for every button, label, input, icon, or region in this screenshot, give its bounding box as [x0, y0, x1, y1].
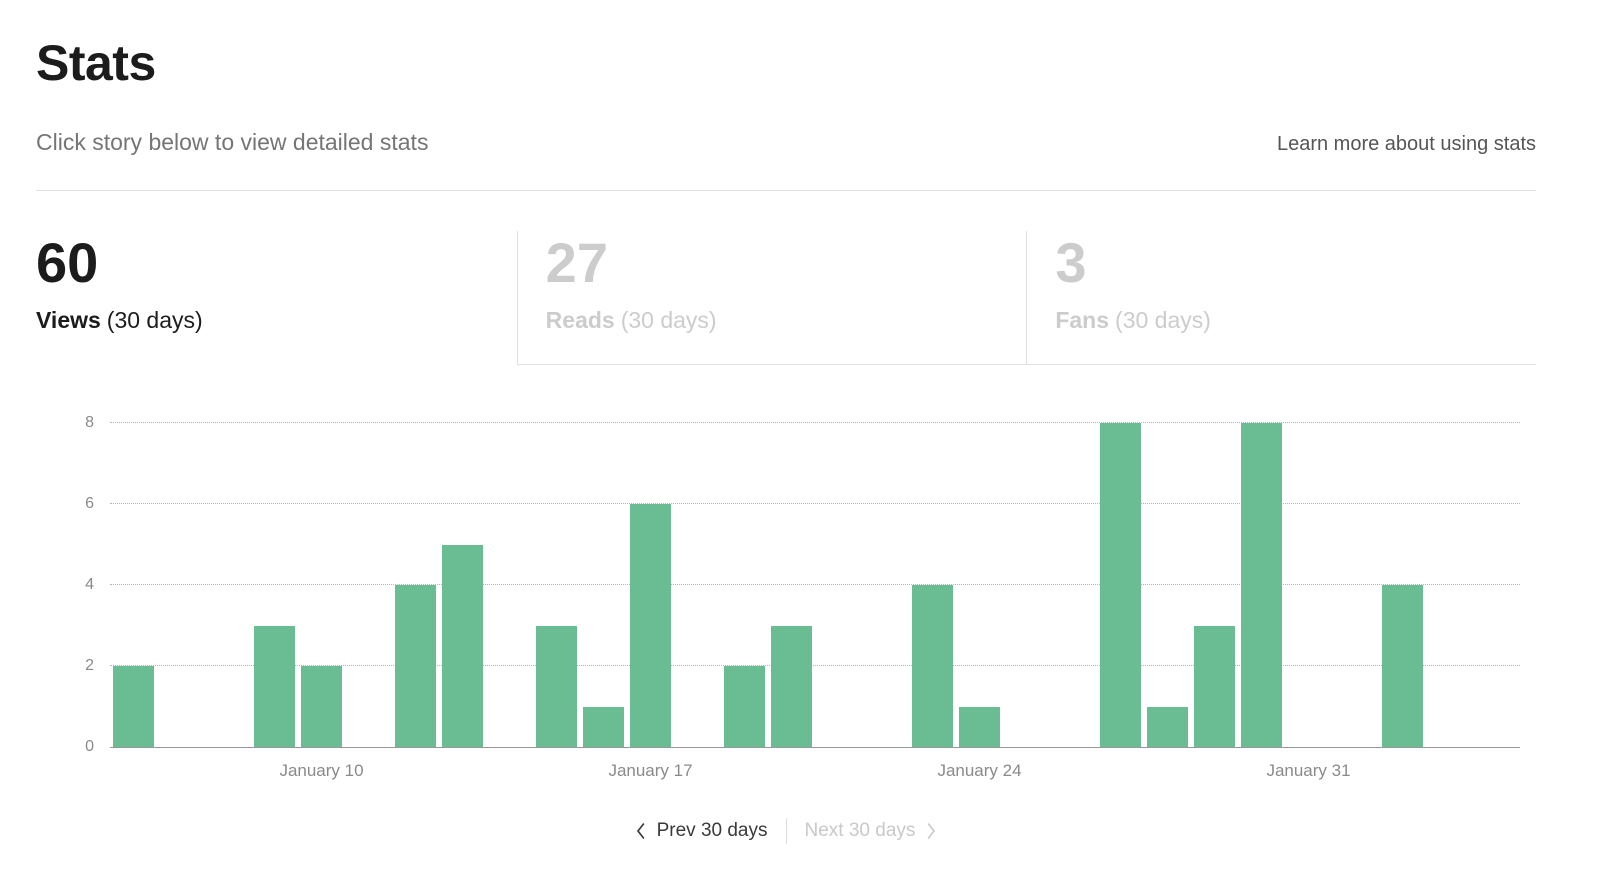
subheader: Click story below to view detailed stats… — [36, 129, 1536, 156]
x-axis-tick-label: January 10 — [279, 761, 364, 780]
bar-slot — [1473, 423, 1520, 747]
bar-slot — [204, 423, 251, 747]
tab-suffix: (30 days) — [106, 307, 203, 333]
bar-slot — [1097, 423, 1144, 747]
bar[interactable] — [1099, 423, 1142, 747]
bar-slot — [580, 423, 627, 747]
bar-slot — [956, 423, 1003, 747]
chevron-right-icon — [925, 821, 938, 841]
bar[interactable] — [1193, 625, 1236, 747]
bar[interactable] — [582, 706, 625, 747]
learn-more-link[interactable]: Learn more about using stats — [1276, 133, 1536, 155]
y-axis-tick-label: 0 — [85, 738, 94, 755]
bar[interactable] — [723, 666, 766, 747]
pagination-divider — [785, 818, 787, 844]
gridline — [110, 503, 1520, 504]
bar-slot — [533, 423, 580, 747]
bar-slot — [392, 423, 439, 747]
bar[interactable] — [535, 625, 578, 747]
reads-count: 27 — [545, 231, 608, 294]
chart-bars — [110, 423, 1520, 747]
gridline — [110, 665, 1520, 666]
gridline — [110, 584, 1520, 585]
bar-slot — [862, 423, 909, 747]
prev-30-days-button[interactable]: Prev 30 days — [634, 820, 768, 842]
bar[interactable] — [629, 504, 672, 747]
stats-tabs: 60 Views (30 days) 27 Reads (30 days) 3 Fa… — [36, 231, 1537, 365]
bar-slot — [768, 423, 815, 747]
tab-reads[interactable]: 27 Reads (30 days) — [516, 231, 1027, 365]
pagination: Prev 30 days Next 30 days — [36, 818, 1536, 844]
bar-slot — [627, 423, 674, 747]
next-30-days-button[interactable]: Next 30 days — [805, 820, 939, 842]
tab-suffix: (30 days) — [1115, 307, 1211, 333]
bar-slot — [909, 423, 956, 747]
header-divider — [36, 190, 1536, 191]
bar[interactable] — [1381, 585, 1424, 747]
bar-slot — [298, 423, 345, 747]
bar-slot — [110, 423, 157, 747]
gridline — [110, 422, 1520, 423]
bar-slot — [1050, 423, 1097, 747]
x-axis-tick-label: January 17 — [608, 761, 693, 780]
bar[interactable] — [770, 625, 813, 747]
tab-suffix: (30 days) — [620, 307, 717, 333]
bar-slot — [721, 423, 768, 747]
tab-fans[interactable]: 3 Fans (30 days) — [1026, 231, 1537, 365]
bar-slot — [345, 423, 392, 747]
tab-name: Fans — [1055, 307, 1110, 333]
bar-slot — [1003, 423, 1050, 747]
y-axis-tick-label: 4 — [85, 576, 94, 593]
bar[interactable] — [441, 544, 484, 747]
bar-slot — [674, 423, 721, 747]
bar[interactable] — [1146, 706, 1189, 747]
fans-count: 3 — [1055, 231, 1087, 294]
bar-slot — [251, 423, 298, 747]
bar[interactable] — [253, 625, 296, 747]
stats-page: Stats Click story below to view detailed… — [36, 35, 1537, 844]
bar-slot — [815, 423, 862, 747]
reads-label: Reads (30 days) — [546, 307, 1027, 334]
tab-name: Reads — [545, 307, 615, 333]
page-title: Stats — [36, 35, 156, 91]
bar-slot — [1332, 423, 1379, 747]
bar-slot — [1144, 423, 1191, 747]
views-bar-chart: 0 2 4 6 8 January 10 January 17 January 24 Janu… — [85, 414, 1520, 780]
fans-label: Fans (30 days) — [1055, 307, 1536, 334]
chart-grid — [110, 422, 1520, 747]
bar[interactable] — [300, 666, 343, 747]
bar-slot — [1426, 423, 1473, 747]
x-axis-tick-label: January 24 — [937, 761, 1022, 780]
bar-slot — [1379, 423, 1426, 747]
chevron-left-icon — [634, 821, 647, 841]
bar[interactable] — [911, 585, 954, 747]
bar-slot — [439, 423, 486, 747]
bar[interactable] — [394, 585, 437, 747]
views-count: 60 — [36, 231, 99, 294]
tab-name: Views — [36, 307, 101, 333]
bar-slot — [157, 423, 204, 747]
page-subtitle: Click story below to view detailed stats — [36, 129, 429, 155]
y-axis-tick-label: 8 — [85, 414, 94, 431]
bar[interactable] — [112, 666, 155, 747]
bar-slot — [1191, 423, 1238, 747]
views-label: Views (30 days) — [36, 307, 517, 334]
y-axis-tick-label: 2 — [85, 657, 94, 674]
bar-slot — [486, 423, 533, 747]
chart-plot: 0 2 4 6 8 January 10 January 17 January 24 Janu… — [85, 414, 1520, 780]
bar-slot — [1285, 423, 1332, 747]
next-label: Next 30 days — [804, 820, 916, 841]
bar[interactable] — [1240, 423, 1283, 747]
bar[interactable] — [958, 706, 1001, 747]
tab-views[interactable]: 60 Views (30 days) — [36, 231, 517, 365]
y-axis-tick-label: 6 — [85, 495, 94, 512]
x-axis-tick-label: January 31 — [1266, 761, 1351, 780]
bar-slot — [1238, 423, 1285, 747]
prev-label: Prev 30 days — [656, 820, 768, 841]
